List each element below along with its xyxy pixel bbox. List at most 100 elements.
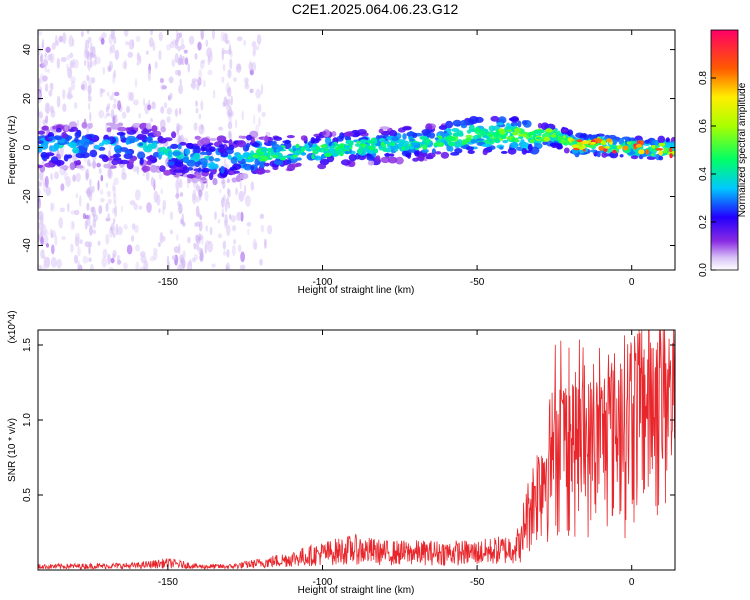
- spectrogram-core-blob: [529, 139, 535, 143]
- spectrogram-band-blob: [440, 151, 450, 159]
- spectrogram-band-blob: [146, 160, 152, 166]
- spectrogram-noise-blob: [135, 244, 140, 252]
- spectrogram-band-blob: [512, 141, 518, 149]
- spectrogram-core-blob: [311, 154, 315, 160]
- x-tick-label: -100: [312, 577, 332, 588]
- spectrogram-noise-blob: [116, 226, 123, 236]
- spectrogram-noise-blob: [225, 262, 231, 270]
- spectrogram-core-blob: [604, 146, 610, 149]
- spectrogram-noise-blob: [88, 213, 91, 221]
- spectrogram-band-blob: [289, 163, 300, 168]
- spectrogram-band-blob: [300, 135, 308, 141]
- spectrogram-noise-blob: [106, 91, 110, 97]
- spectrogram-band-blob: [435, 151, 442, 155]
- spectrogram-band-blob: [319, 158, 330, 166]
- x-tick-label: -50: [470, 277, 485, 288]
- spectrogram-core-blob: [655, 148, 664, 151]
- spectrogram-band-blob: [76, 159, 81, 166]
- spectrogram-band-blob: [451, 128, 460, 132]
- spectrogram-noise-blob: [211, 263, 216, 268]
- spectrogram-band-blob: [465, 146, 474, 151]
- spectrogram-noise-blob: [43, 182, 46, 194]
- spectrogram-band-blob: [344, 131, 354, 137]
- spectrogram-band-blob: [138, 142, 144, 147]
- spectrogram-noise-blob: [224, 214, 228, 226]
- spectrogram-band-blob: [193, 152, 201, 161]
- spectrogram-noise-blob: [227, 86, 232, 98]
- spectrogram-band-blob: [601, 151, 608, 158]
- spectrogram-core-blob: [374, 148, 379, 154]
- spectrogram-noise-blob: [76, 119, 80, 128]
- spectrogram-band-blob: [331, 131, 337, 137]
- y-tick-label: 40: [22, 44, 33, 56]
- spectrogram-core-blob: [422, 144, 428, 150]
- spectrogram-band-blob: [238, 135, 243, 139]
- spectrogram-noise-blob: [223, 250, 226, 256]
- spectrogram-noise-blob: [108, 60, 113, 71]
- spectrogram-noise-blob: [243, 39, 247, 47]
- spectrogram-core-blob: [266, 157, 273, 160]
- x-tick-label: 0: [629, 577, 635, 588]
- spectrogram-noise-blob: [229, 58, 233, 70]
- spectrogram-noise-blob: [159, 77, 164, 84]
- spectrogram-noise-blob: [123, 30, 129, 37]
- spectrogram-noise-blob: [163, 102, 168, 109]
- spectrogram-core-blob: [295, 143, 300, 149]
- spectrogram-noise-blob: [44, 52, 47, 58]
- spectrogram-noise-blob: [110, 257, 115, 264]
- spectrogram-noise-blob: [252, 47, 256, 57]
- spectrogram-noise-blob: [195, 184, 200, 192]
- spectrogram-band-blob: [243, 166, 252, 171]
- spectrogram-band-blob: [379, 126, 390, 130]
- spectrogram-noise-blob: [178, 243, 181, 255]
- spectrogram-core-blob: [382, 148, 388, 152]
- spectrogram-noise-blob: [183, 49, 188, 54]
- spectrogram-noise-blob: [178, 84, 184, 95]
- spectrogram-noise-blob: [139, 266, 146, 270]
- spectrogram-band-blob: [426, 153, 432, 160]
- spectrogram-band-blob: [158, 137, 167, 144]
- spectrogram-noise-blob: [179, 192, 184, 197]
- spectrogram-noise-blob: [259, 258, 263, 266]
- snr-y-multiplier: (x10^4): [7, 310, 18, 343]
- spectrogram-band-blob: [561, 128, 568, 133]
- spectrogram-band-blob: [74, 131, 82, 138]
- colorbar-tick-label: 0.2: [698, 215, 709, 229]
- spectrogram-noise-blob: [112, 207, 116, 214]
- spectrogram-band-blob: [158, 151, 165, 156]
- spectrogram-noise-blob: [145, 170, 150, 182]
- spectrogram-core-blob: [545, 128, 553, 132]
- spectrogram-noise-blob: [252, 238, 257, 250]
- spectrogram-band-blob: [402, 133, 407, 140]
- spectrogram-noise-blob: [108, 34, 113, 45]
- spectrogram-noise-blob: [255, 88, 262, 99]
- spectrogram-noise-blob: [66, 92, 72, 100]
- spectrogram-core-blob: [658, 150, 663, 156]
- spectrogram-band-blob: [389, 130, 398, 138]
- snr-panel: -150 -100 -50 0 0.5 1.0 1.5 Height of straigh…: [7, 310, 676, 596]
- colorbar: 0.0 0.2 0.4 0.6 0.8 Normalized spectral ampl…: [698, 29, 748, 277]
- spectrogram-noise-blob: [42, 59, 48, 67]
- spectrogram-noise-blob: [59, 207, 65, 213]
- spectrogram-noise-blob: [207, 240, 214, 253]
- spectrogram-noise-blob: [50, 233, 54, 239]
- spectrogram-noise-blob: [135, 35, 141, 43]
- spectrogram-noise-blob: [100, 37, 105, 45]
- spectrogram-band-blob: [160, 126, 166, 133]
- spectrogram-noise-blob: [166, 107, 172, 115]
- spectrogram-noise-blob: [240, 251, 246, 263]
- spectrogram-noise-blob: [74, 209, 80, 216]
- spectrogram-noise-blob: [175, 254, 179, 265]
- spectrogram-core-blob: [669, 147, 673, 153]
- spectrogram-noise-blob: [200, 30, 205, 39]
- spectrogram-core-blob: [397, 142, 403, 148]
- spectrogram-noise-blob: [227, 188, 231, 198]
- spectrogram-noise-blob: [131, 223, 136, 230]
- spectrogram-core-blob: [300, 146, 306, 152]
- spectrogram-core-blob: [359, 139, 368, 144]
- spectrogram-noise-blob: [125, 105, 131, 114]
- spectrogram-noise-blob: [39, 265, 42, 270]
- spectrogram-band-blob: [106, 127, 112, 133]
- spectrogram-noise-blob: [158, 208, 161, 214]
- spectrogram-band-blob: [500, 150, 508, 154]
